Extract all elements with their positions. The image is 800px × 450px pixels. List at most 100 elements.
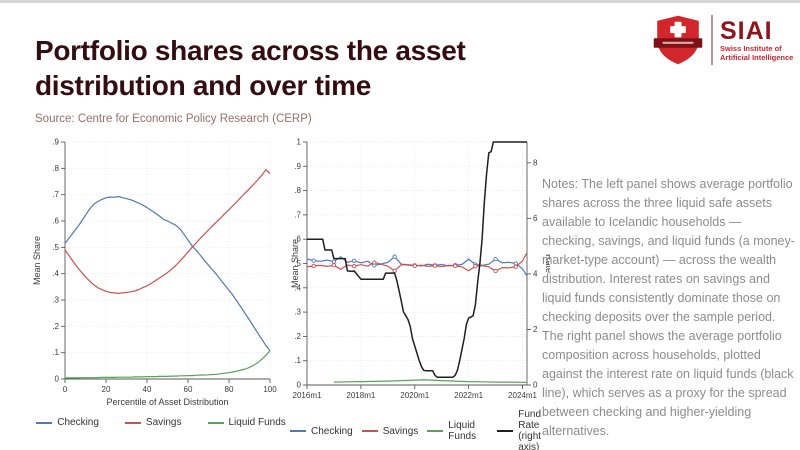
svg-text:.2: .2: [52, 322, 59, 331]
page-title: Portfolio shares across the asset distri…: [35, 34, 466, 101]
portfolio-share-by-percentile-chart: 0 .1 .2 .3 .4 .5 .6 .7 .8 .9 0 20 40 60 80 100 Mean Shar…: [32, 131, 290, 429]
left-chart-legend: Checking Savings Liquid Funds: [32, 417, 290, 428]
legend-dash-fund-rate-right-axis: [497, 430, 514, 432]
svg-text:2020m1: 2020m1: [400, 391, 429, 400]
legend-label: Liquid Funds: [228, 417, 286, 428]
series-checking-line: [64, 195, 271, 351]
svg-text:.3: .3: [52, 296, 59, 305]
notes-text: Notes: The left panel shows average port…: [542, 176, 795, 438]
logo-org-line2: Artificial Intelligence: [720, 52, 794, 62]
series-liquid-funds-line: [65, 350, 271, 379]
logo-text: SIAI Swiss Institute of Artificial Intel…: [720, 16, 794, 62]
legend-item-liquid-funds: Liquid Funds: [427, 420, 488, 442]
legend-label: Savings: [145, 417, 182, 428]
legend-item-fund-rate-right-axis: Fund Rate (right axis): [497, 409, 550, 450]
legend-dash-savings: [124, 421, 141, 424]
series-checking-marker: [311, 258, 316, 263]
svg-text:2: 2: [533, 325, 538, 334]
svg-text:80: 80: [225, 385, 234, 394]
svg-text:Percentile of Asset Distributi: Percentile of Asset Distribution: [106, 397, 228, 407]
slide-top-edge: [0, 0, 800, 3]
legend-item-liquid-funds: Liquid Funds: [207, 417, 286, 428]
svg-text:.2: .2: [294, 332, 301, 341]
svg-text:4: 4: [533, 269, 538, 278]
logo-acronym: SIAI: [720, 16, 773, 45]
series-fund-rate-right-axis-line: [307, 141, 527, 378]
legend-dash-liquid-funds: [427, 430, 444, 432]
legend-dash-checking: [36, 421, 53, 424]
svg-text:2016m1: 2016m1: [293, 391, 322, 400]
legend-dash-checking: [290, 430, 306, 432]
svg-text:100: 100: [263, 385, 277, 394]
series-savings-marker: [432, 263, 438, 268]
portfolio-share-over-time-chart: 0.1.2.3.4.5.6.7.8.9 1 2016m1 2018m1 2020m1 20…: [290, 131, 550, 450]
svg-text:.8: .8: [52, 164, 59, 173]
svg-text:.9: .9: [294, 162, 301, 171]
series-savings-line: [64, 169, 271, 294]
series-savings-marker: [331, 263, 337, 268]
svg-text:0: 0: [55, 375, 60, 384]
legend-label: Liquid Funds: [448, 420, 477, 442]
svg-text:2022m1: 2022m1: [454, 391, 483, 400]
svg-text:.4: .4: [52, 269, 59, 278]
svg-text:.6: .6: [52, 217, 59, 226]
svg-text:40: 40: [143, 385, 152, 394]
legend-item-checking: Checking: [36, 417, 99, 428]
right-chart-legend: Checking Savings Liquid Funds Fund Rate (ri…: [290, 409, 550, 450]
siai-logo: SIAI Swiss Institute of Artificial Intel…: [652, 12, 793, 68]
svg-text:Mean Share: Mean Share: [32, 236, 42, 285]
svg-text:.3: .3: [294, 308, 301, 317]
svg-text:1: 1: [297, 138, 302, 147]
svg-text:0: 0: [63, 385, 68, 394]
series-savings-marker: [473, 264, 478, 269]
svg-text:.7: .7: [294, 210, 301, 219]
legend-label: Savings: [382, 425, 419, 437]
svg-text:20: 20: [102, 385, 111, 394]
series-checking-marker: [392, 254, 397, 259]
svg-text:.1: .1: [52, 348, 59, 357]
legend-label: Fund Rate (right axis): [518, 409, 542, 450]
series-checking-marker: [331, 259, 337, 264]
left-chart-svg: 0 .1 .2 .3 .4 .5 .6 .7 .8 .9 0 20 40 60 80 100 Mean Shar…: [32, 138, 277, 408]
svg-text:0: 0: [533, 381, 538, 390]
legend-item-savings: Savings: [124, 417, 182, 428]
shield-logo-icon: [653, 15, 703, 65]
svg-text:.6: .6: [294, 235, 301, 244]
svg-text:0: 0: [297, 381, 302, 390]
logo-divider: [711, 15, 713, 65]
legend-dash-liquid-funds: [207, 421, 224, 424]
svg-text:.7: .7: [52, 190, 59, 199]
legend-label: Checking: [311, 425, 353, 437]
series-savings-marker: [513, 264, 518, 269]
legend-item-checking: Checking: [290, 426, 353, 437]
series-checking-marker: [351, 258, 357, 263]
series-savings-marker: [412, 263, 417, 269]
svg-text:.1: .1: [294, 356, 301, 365]
svg-text:2024m1: 2024m1: [508, 391, 537, 400]
svg-text:.5: .5: [52, 243, 59, 252]
series-savings-marker: [493, 268, 498, 274]
series-savings-marker: [311, 263, 316, 269]
svg-text:2018m1: 2018m1: [346, 391, 375, 400]
logo-org-line1: Swiss Institute of: [720, 43, 782, 53]
series-liquid-funds-line: [333, 379, 527, 383]
svg-text:6: 6: [533, 214, 538, 223]
svg-text:.9: .9: [52, 138, 59, 147]
banner-text-mark: [662, 41, 694, 44]
svg-text:.4: .4: [294, 283, 301, 292]
series-checking-marker: [493, 256, 498, 262]
cross-icon: [670, 26, 686, 34]
legend-item-savings: Savings: [361, 425, 419, 437]
legend-label: Checking: [57, 417, 99, 428]
svg-text:Rate: Rate: [544, 254, 550, 273]
series-savings-marker: [392, 268, 397, 273]
svg-text:.5: .5: [294, 259, 301, 268]
series-savings-marker: [351, 264, 357, 269]
svg-text:Mean Share: Mean Share: [290, 239, 300, 288]
svg-text:8: 8: [533, 158, 538, 167]
legend-dash-savings: [361, 430, 378, 432]
svg-text:.8: .8: [294, 186, 301, 195]
source-line: Source: Centre for Economic Policy Resea…: [35, 112, 312, 125]
